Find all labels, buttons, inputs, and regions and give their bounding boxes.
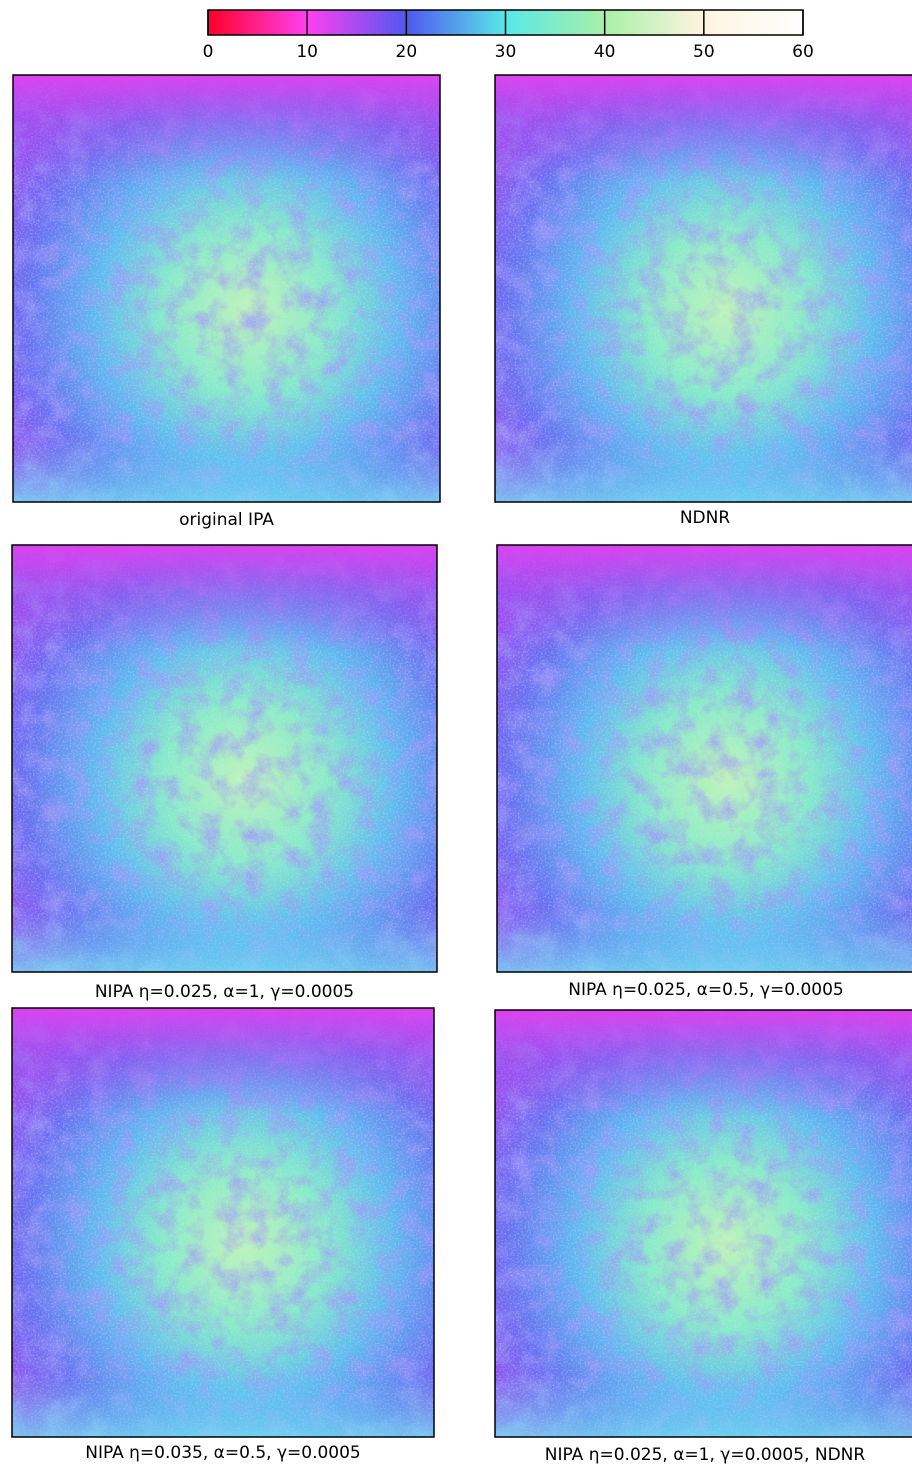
colorbar-label: 0 bbox=[203, 42, 214, 62]
panel-caption: NIPA η=0.035, α=0.5, γ=0.0005 bbox=[85, 1443, 361, 1463]
panel-band bbox=[12, 1008, 434, 1437]
panel-caption: NIPA η=0.025, α=1, γ=0.0005, NDNR bbox=[545, 1445, 866, 1465]
colorbar-segment bbox=[704, 10, 803, 35]
colorbar-label: 50 bbox=[693, 42, 715, 62]
colorbar-label: 30 bbox=[495, 42, 517, 62]
colorbar-label: 40 bbox=[594, 42, 616, 62]
colorbar-segment bbox=[406, 10, 505, 35]
panel-band bbox=[12, 545, 437, 972]
colorbar-label: 10 bbox=[296, 42, 318, 62]
panel-band bbox=[495, 1010, 912, 1437]
colorbar-label: 20 bbox=[396, 42, 418, 62]
panel-caption: NIPA η=0.025, α=1, γ=0.0005 bbox=[95, 982, 354, 1002]
panel-caption: NDNR bbox=[680, 508, 731, 528]
panel-band bbox=[495, 75, 912, 502]
colorbar-segment bbox=[208, 10, 307, 35]
panel-caption: NIPA η=0.025, α=0.5, γ=0.0005 bbox=[568, 980, 844, 1000]
panel-band bbox=[497, 545, 912, 972]
figure: 0 10 20 30 40 50 60 original IPA NDNR NIPA η=0.02… bbox=[0, 0, 912, 1475]
colorbar-label: 60 bbox=[792, 42, 814, 62]
panel-band bbox=[13, 75, 440, 502]
panel-caption: original IPA bbox=[179, 510, 274, 530]
colorbar-segment bbox=[307, 10, 406, 35]
colorbar-segment bbox=[506, 10, 605, 35]
colorbar-segment bbox=[605, 10, 704, 35]
